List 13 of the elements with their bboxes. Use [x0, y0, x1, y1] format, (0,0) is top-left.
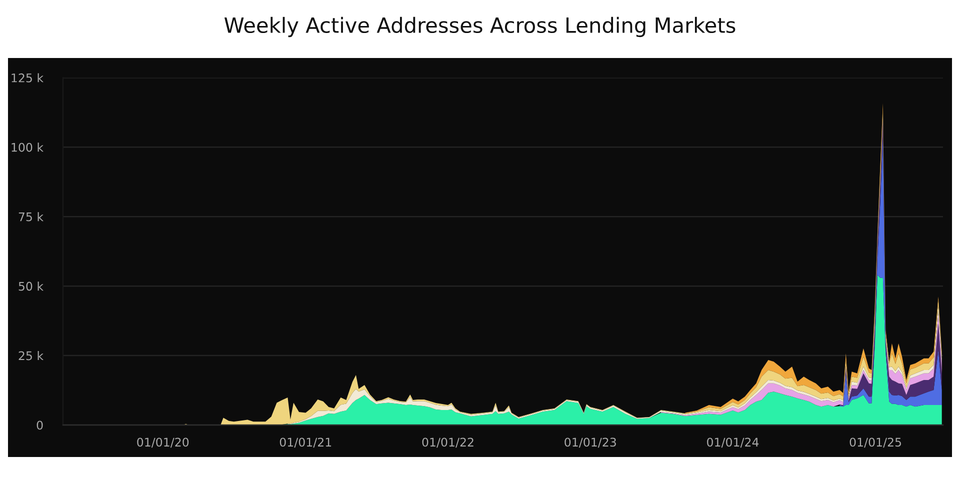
x-tick-label: 01/01/21 [280, 438, 332, 448]
y-tick-label: 50 k [18, 282, 44, 291]
x-tick-label: 01/01/20 [137, 438, 189, 448]
x-tick-label: 01/01/23 [564, 438, 616, 448]
chart-title: Weekly Active Addresses Across Lending Markets [224, 16, 736, 38]
y-tick-label: 0 [36, 420, 43, 430]
x-tick-label: 01/01/24 [707, 438, 759, 448]
x-tick-label: 01/01/25 [850, 438, 901, 448]
x-tick-label: 01/01/22 [422, 438, 474, 448]
y-tick-label: 125 k [12, 73, 44, 82]
y-tick-label: 75 k [18, 212, 44, 222]
y-tick-label: 25 k [18, 351, 44, 360]
y-tick-label: 100 k [12, 142, 44, 152]
